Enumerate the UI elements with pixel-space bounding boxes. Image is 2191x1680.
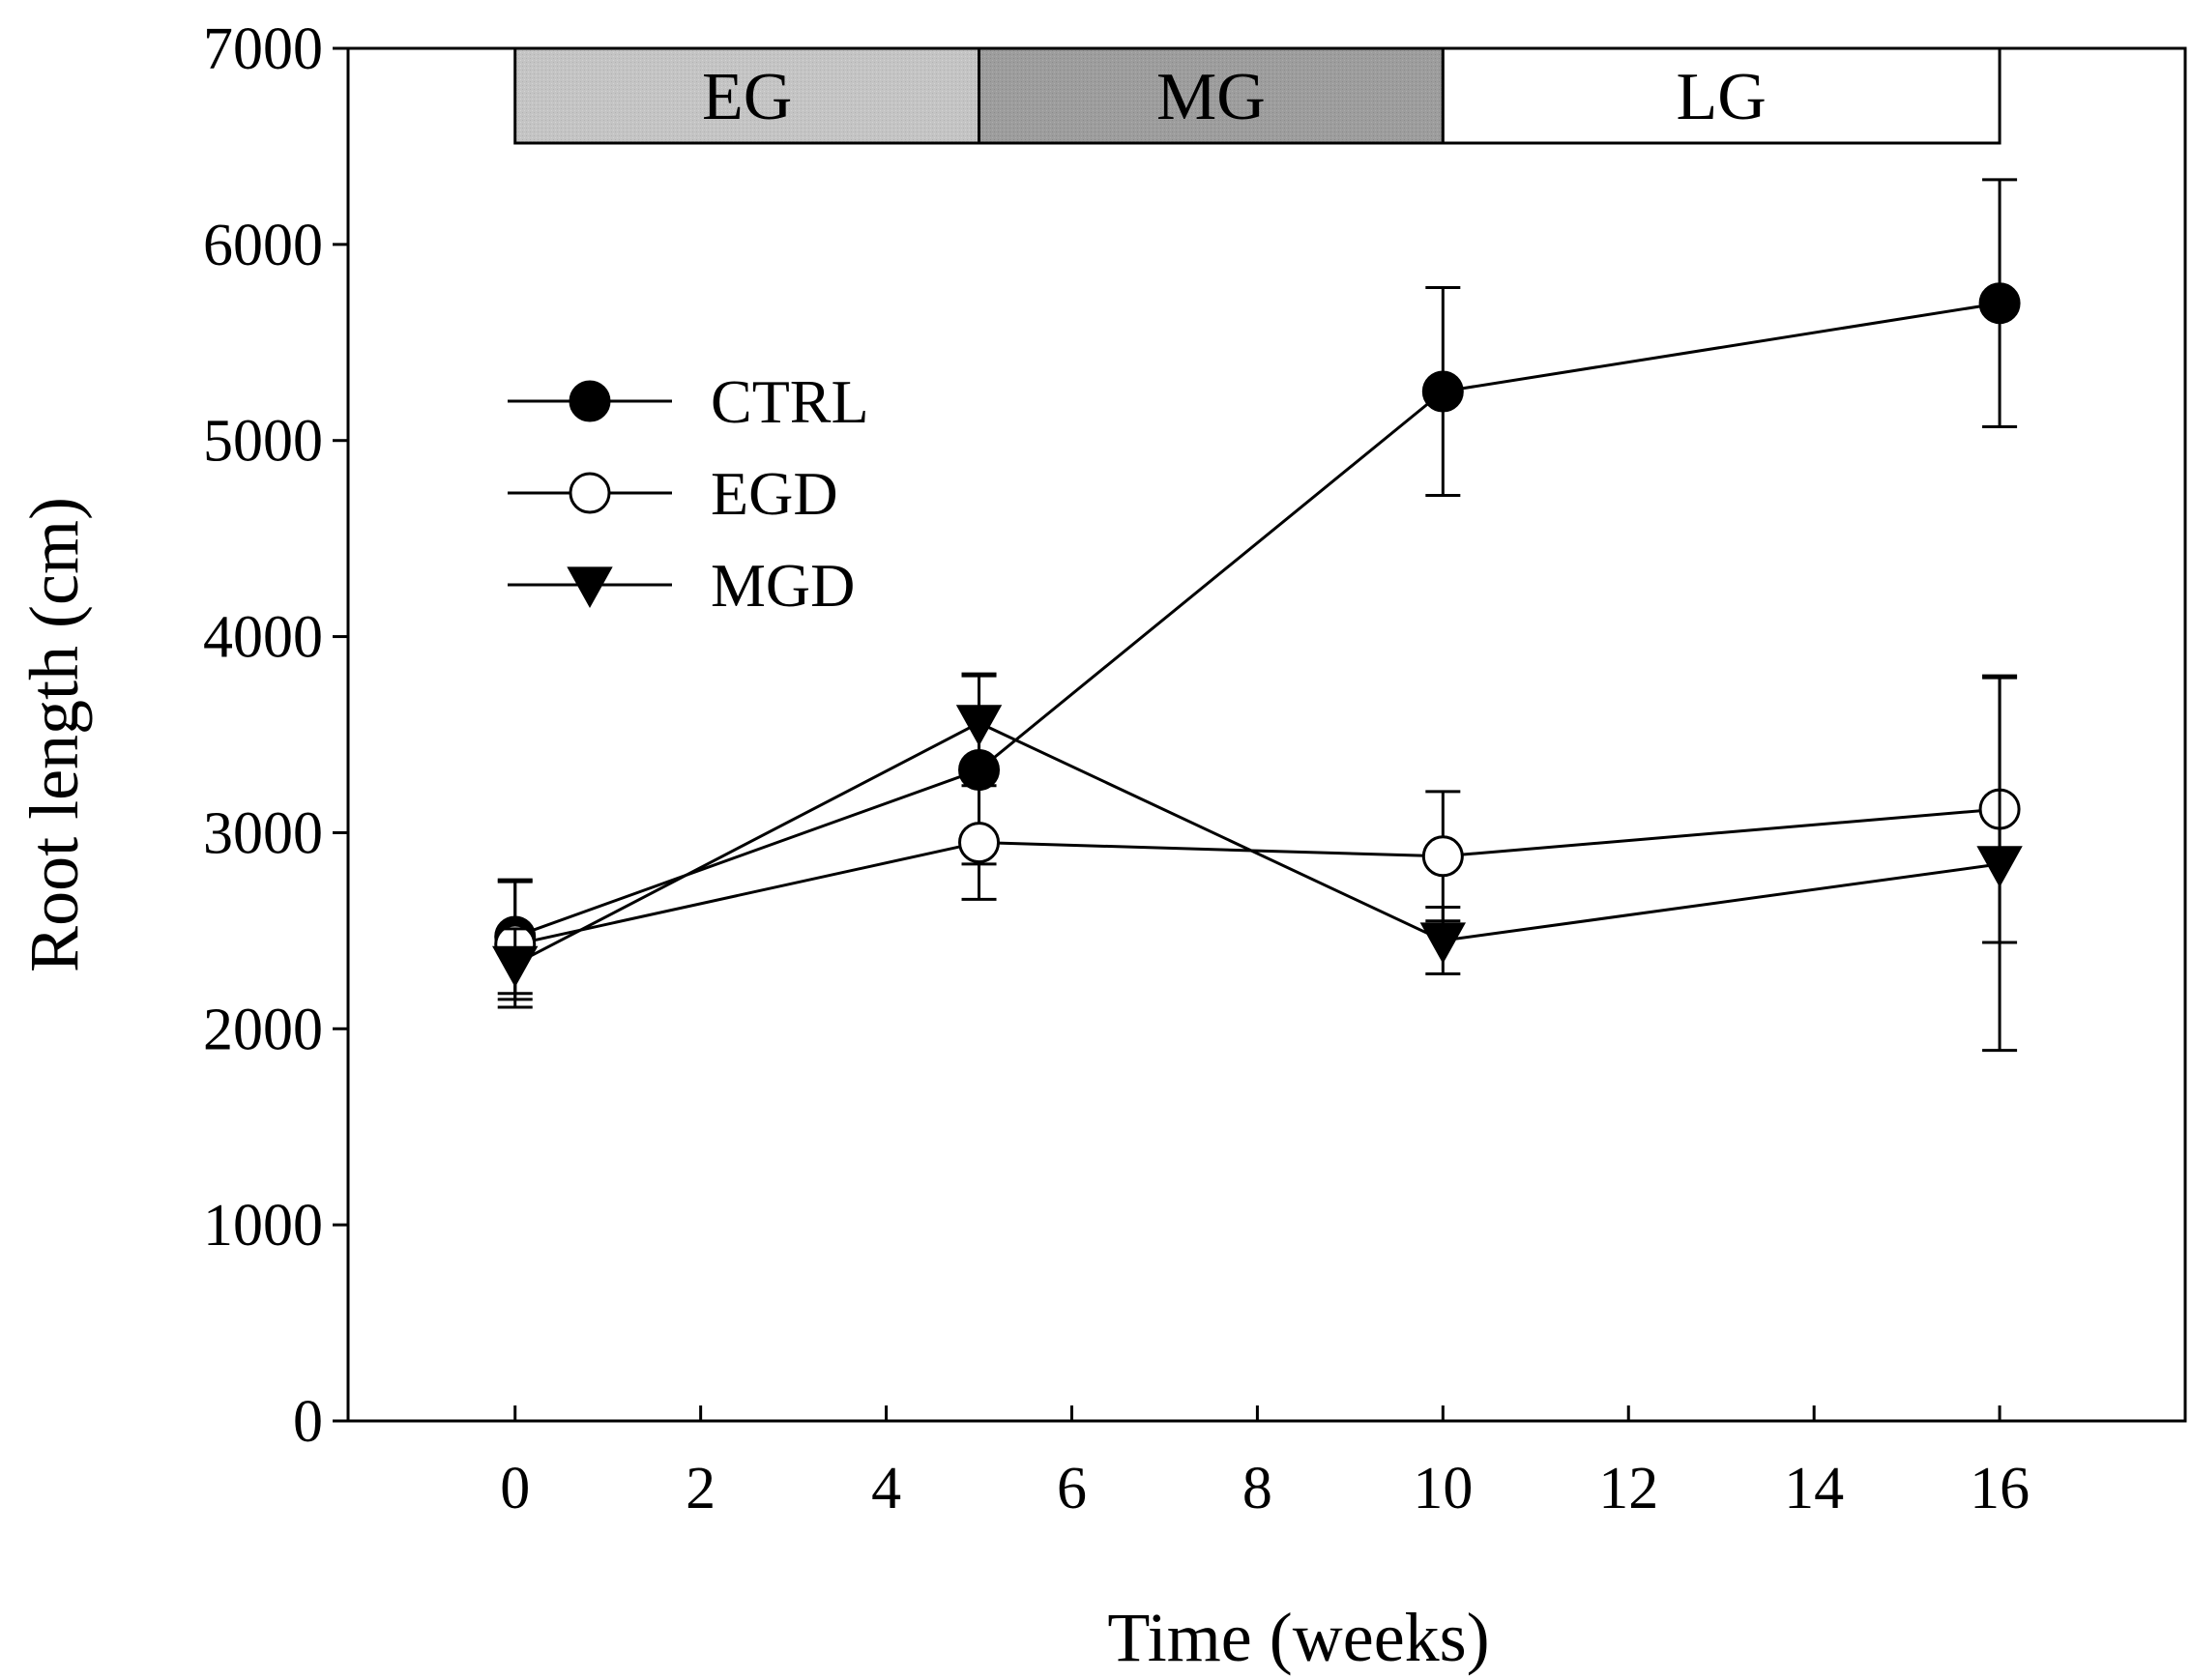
- y-tick-label: 1000: [203, 1193, 323, 1259]
- data-point-mgd: [492, 945, 539, 988]
- legend-label-ctrl: CTRL: [711, 367, 869, 436]
- series-line-mgd: [514, 721, 2001, 966]
- x-tick-label: 16: [1970, 1456, 2030, 1521]
- x-tick-label: 4: [871, 1456, 901, 1521]
- y-tick-label: 5000: [203, 409, 323, 475]
- phase-label-mg: MG: [1156, 60, 1266, 134]
- phase-bar-lg: [1441, 46, 2001, 145]
- data-point-ctrl: [1978, 282, 2021, 325]
- legend-marker-egd: [569, 472, 611, 514]
- data-point-mgd: [955, 705, 1003, 746]
- phase-bar-eg: [513, 46, 981, 145]
- data-point-egd: [1421, 835, 1464, 878]
- phase-label-lg: LG: [1677, 60, 1767, 134]
- y-tick-label: 0: [293, 1389, 323, 1455]
- series-line-ctrl: [514, 302, 2001, 939]
- x-tick-label: 6: [1057, 1456, 1087, 1521]
- data-point-mgd: [1419, 922, 1467, 965]
- y-axis-title: Root length (cm): [15, 497, 93, 972]
- y-tick-label: 3000: [203, 800, 323, 866]
- phase-bar-mg: [978, 46, 1445, 145]
- data-point-ctrl: [1421, 370, 1464, 413]
- x-tick-label: 2: [686, 1456, 716, 1521]
- legend-label-mgd: MGD: [711, 551, 855, 620]
- y-tick-label: 4000: [203, 605, 323, 671]
- phase-label-eg: EG: [702, 60, 792, 134]
- legend-label-egd: EGD: [711, 459, 838, 528]
- y-tick-label: 7000: [203, 16, 323, 82]
- series-egd: [494, 674, 2021, 1009]
- x-tick-label: 12: [1598, 1456, 1658, 1521]
- y-tick-label: 2000: [203, 997, 323, 1062]
- series-line-egd: [514, 807, 2001, 946]
- x-axis-title: Time (weeks): [1107, 1599, 1489, 1676]
- legend-marker-ctrl: [569, 380, 611, 422]
- x-tick-label: 0: [500, 1456, 530, 1521]
- data-point-egd: [958, 822, 1001, 864]
- legend-item-mgd: MGD: [508, 551, 855, 620]
- series-ctrl: [494, 178, 2021, 996]
- x-tick-label: 14: [1784, 1456, 1844, 1521]
- y-tick-label: 6000: [203, 213, 323, 278]
- x-tick-label: 10: [1413, 1456, 1473, 1521]
- legend-item-egd: EGD: [508, 459, 838, 528]
- series-mgd: [492, 672, 2023, 1053]
- plot-frame: [346, 46, 2187, 1423]
- legend-item-ctrl: CTRL: [508, 367, 869, 436]
- legend-marker-mgd: [567, 566, 613, 609]
- x-tick-label: 8: [1242, 1456, 1272, 1521]
- data-point-mgd: [1976, 846, 2023, 887]
